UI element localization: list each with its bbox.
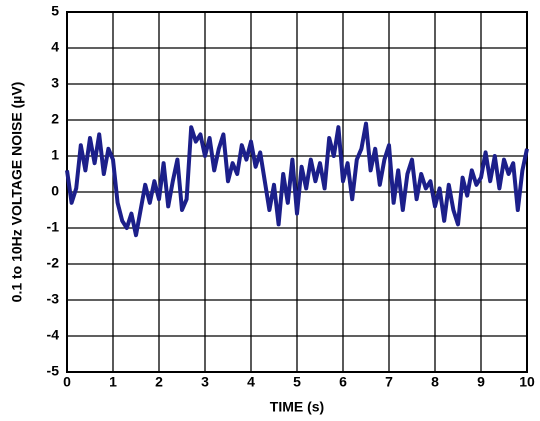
- plot-border: [66, 11, 528, 373]
- x-tick-label: 0: [63, 374, 71, 390]
- x-tick-label: 10: [519, 374, 535, 390]
- x-tick-label: 9: [477, 374, 485, 390]
- y-axis-label: 0.1 to 10Hz VOLTAGE NOISE (µV): [9, 82, 25, 303]
- x-tick-label: 1: [109, 374, 117, 390]
- y-tick-label: 1: [51, 147, 59, 163]
- x-tick-label: 6: [339, 374, 347, 390]
- y-tick-label: -2: [47, 255, 60, 271]
- y-tick-label: -4: [47, 327, 60, 343]
- x-tick-label: 4: [247, 374, 255, 390]
- y-tick-label: 4: [51, 39, 59, 55]
- x-tick-label: 5: [293, 374, 301, 390]
- y-tick-label: -1: [47, 219, 60, 235]
- x-tick-label: 7: [385, 374, 393, 390]
- x-tick-label: 3: [201, 374, 209, 390]
- x-tick-label: 8: [431, 374, 439, 390]
- y-tick-label: 2: [51, 111, 59, 127]
- y-tick-label: 3: [51, 75, 59, 91]
- x-axis-label: TIME (s): [270, 399, 324, 415]
- noise-line: [65, 121, 529, 238]
- x-tick-label: 2: [155, 374, 163, 390]
- y-tick-label: 5: [51, 3, 59, 19]
- y-tick-label: -3: [47, 291, 60, 307]
- y-tick-label: -5: [47, 363, 60, 379]
- y-tick-label: 0: [51, 183, 59, 199]
